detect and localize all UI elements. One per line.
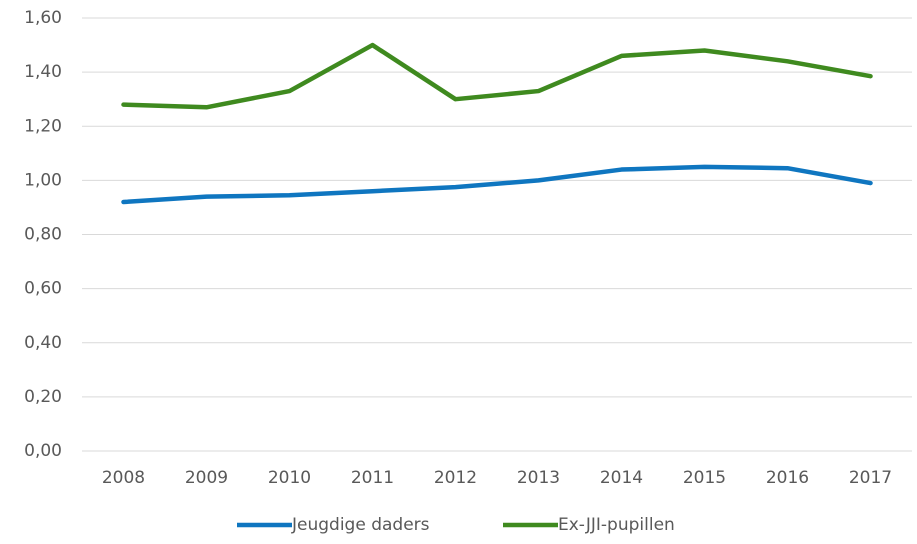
y-tick-label: 0,60 <box>24 279 62 299</box>
y-tick-label: 0,20 <box>24 387 62 407</box>
y-tick-label: 0,40 <box>24 333 62 353</box>
x-tick-label: 2009 <box>185 468 228 488</box>
y-tick-label: 1,60 <box>24 8 62 28</box>
series-line <box>121 42 873 110</box>
y-tick-label: 1,00 <box>24 170 62 190</box>
legend-label: Jeugdige daders <box>291 515 430 535</box>
x-tick-label: 2010 <box>268 468 311 488</box>
series-line <box>121 164 873 205</box>
x-tick-label: 2016 <box>766 468 809 488</box>
y-tick-label: 0,00 <box>24 441 62 461</box>
x-tick-label: 2017 <box>849 468 892 488</box>
x-tick-label: 2014 <box>600 468 643 488</box>
y-tick-label: 1,20 <box>24 116 62 136</box>
x-tick-label: 2012 <box>434 468 477 488</box>
x-tick-label: 2015 <box>683 468 726 488</box>
x-tick-label: 2008 <box>102 468 145 488</box>
y-tick-label: 0,80 <box>24 225 62 245</box>
x-tick-label: 2013 <box>517 468 560 488</box>
x-tick-label: 2011 <box>351 468 394 488</box>
y-tick-label: 1,40 <box>24 62 62 82</box>
legend-label: Ex-JJI-pupillen <box>558 515 675 535</box>
